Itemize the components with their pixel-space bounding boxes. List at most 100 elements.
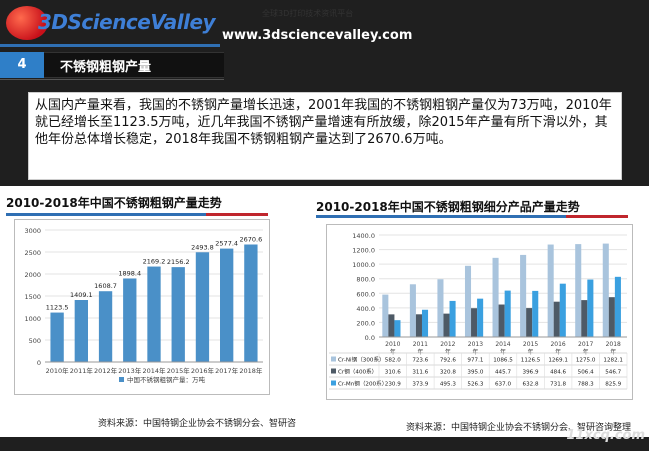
chart2-ytick-label: 800.0 xyxy=(356,276,375,284)
chart1-bar xyxy=(123,278,137,362)
chart1-value-label: 2156.2 xyxy=(167,258,190,266)
chart2-svg: 0.0 200.0 400.0 600.0 800.0 1000.0 1200.0 1400.… xyxy=(329,232,628,390)
chart2-ytick-label: 0.0 xyxy=(365,334,375,342)
chart1-xtick-label: 2013年 xyxy=(118,366,142,375)
chart2-xtick-label: 年 xyxy=(472,348,478,356)
chart1-xtick-label: 2011年 xyxy=(70,366,94,375)
chart2-bar xyxy=(477,298,484,337)
chart2-xtick-label: 2016 xyxy=(550,341,565,348)
chart1-ytick-label: 3000 xyxy=(24,227,41,235)
section-underline xyxy=(0,79,224,80)
chart2-xtick-label: 年 xyxy=(445,348,451,356)
chart2-table-cell: 582.0 xyxy=(385,358,401,364)
chart2-title-bar-blue xyxy=(316,215,566,218)
chart1-ytick-label: 2500 xyxy=(24,249,41,257)
chart2-ytick-label: 1000.0 xyxy=(352,261,375,269)
chart2-table-cell: 792.6 xyxy=(440,358,456,364)
chart1-ytick-label: 500 xyxy=(29,337,41,345)
chart2-table-cell: 526.3 xyxy=(467,382,483,388)
chart2-bar xyxy=(437,279,444,337)
site-url[interactable]: www.3dsciencevalley.com xyxy=(222,28,413,43)
chart2-bar xyxy=(471,308,478,337)
chart1-box: 0 500 1000 1500 2000 2500 3000 1123.5 2010年 1409.… xyxy=(14,219,270,395)
chart2-series-name: Cr钢（400系） xyxy=(338,368,377,376)
chart2-table-cell: 396.9 xyxy=(523,370,539,376)
source-right: 资料来源：中国特钢企业协会不锈钢分会、智研咨询整理 xyxy=(406,423,632,433)
chart2-bar xyxy=(614,276,621,337)
chart2-bar xyxy=(443,313,450,337)
chart2-bar xyxy=(492,257,499,337)
chart2-xtick-label: 年 xyxy=(417,348,423,356)
intro-paragraph: 从国内产量来看，我国的不锈钢产量增长迅速，2001年我国的不锈钢粗钢产量仅为73… xyxy=(28,92,622,180)
chart2-xtick-label: 2012 xyxy=(440,341,455,348)
chart1-ytick-label: 1500 xyxy=(24,293,41,301)
chart2-xtick-label: 2010 xyxy=(385,341,400,348)
chart2-bar xyxy=(421,309,429,337)
chart1-value-label: 2493.8 xyxy=(191,243,214,251)
chart2-bar xyxy=(547,244,554,337)
chart1-title: 2010-2018年中国不锈钢粗钢产量走势 xyxy=(6,196,222,210)
chart2-ytick-label: 600.0 xyxy=(356,290,375,298)
logo-text: 3DScienceValley xyxy=(38,10,216,34)
chart1-bar xyxy=(147,266,161,362)
chart2-bar xyxy=(581,300,588,337)
chart2-series-name: Cr-Mn钢（200系） xyxy=(338,380,387,388)
header-faint-note: 全球3D打印技术资讯平台 xyxy=(262,9,354,18)
chart2-ytick-label: 1400.0 xyxy=(352,232,375,240)
footer-band xyxy=(0,437,649,451)
chart1-value-label: 2169.2 xyxy=(143,258,166,266)
chart1-bar xyxy=(171,267,185,362)
chart1-svg: 0 500 1000 1500 2000 2500 3000 1123.5 2010年 1409.… xyxy=(24,227,263,384)
chart2-table-cell: 977.1 xyxy=(467,358,483,364)
chart2-ytick-label: 400.0 xyxy=(356,305,375,313)
chart2-bar xyxy=(498,304,505,337)
chart2-bar xyxy=(415,314,422,337)
chart2-title: 2010-2018年中国不锈钢粗钢细分产品产量走势 xyxy=(316,200,580,214)
chart1-xtick-label: 2016年 xyxy=(191,366,215,375)
chart2-title-bar-red xyxy=(566,215,628,218)
chart2-bar xyxy=(394,320,401,337)
chart2-table-cell: 506.4 xyxy=(578,370,594,376)
chart2-table-cell: 373.9 xyxy=(412,382,428,388)
chart2-xtick-label: 年 xyxy=(583,348,589,356)
chart2-table-cell: 484.6 xyxy=(550,370,566,376)
chart2-xtick-label: 2017 xyxy=(578,341,593,348)
chart2-table-cell: 1126.5 xyxy=(521,358,541,364)
chart2-ytick-label: 200.0 xyxy=(356,319,375,327)
chart2-table-cell: 632.8 xyxy=(523,382,539,388)
section-title-bar xyxy=(44,52,224,78)
chart2-legend-swatch xyxy=(331,356,336,362)
chart2-table-cell: 495.3 xyxy=(440,382,456,388)
chart2-bar xyxy=(587,279,594,337)
logo[interactable]: 3DScienceValley xyxy=(4,4,216,44)
chart1-bar xyxy=(244,244,258,362)
chart2-xtick-label: 年 xyxy=(500,348,506,356)
chart2-xtick-label: 2015 xyxy=(523,341,538,348)
chart2-bar xyxy=(532,290,539,337)
chart2-table-cell: 310.6 xyxy=(385,370,401,376)
chart2-bar xyxy=(504,290,511,337)
chart1-title-bar-red xyxy=(206,213,268,216)
chart2-table-cell: 788.3 xyxy=(578,382,594,388)
chart2-table-cell: 311.6 xyxy=(412,370,428,376)
logo-3d-icon xyxy=(6,6,48,40)
chart1-xtick-label: 2014年 xyxy=(142,366,166,375)
chart2-bar xyxy=(409,284,416,337)
chart2-bar xyxy=(382,294,389,337)
chart1-value-label: 1409.1 xyxy=(70,291,93,299)
chart2-xtick-label: 2011 xyxy=(413,341,428,348)
chart2-table-cell: 445.7 xyxy=(495,370,511,376)
chart2-xtick-label: 年 xyxy=(610,348,616,356)
chart1-value-label: 2577.4 xyxy=(215,240,238,248)
chart2-table-cell: 1269.1 xyxy=(548,358,568,364)
chart1-value-label: 1608.7 xyxy=(94,282,117,290)
chart2-bar xyxy=(553,301,560,337)
chart1-xtick-label: 2018年 xyxy=(239,366,263,375)
chart2-bar xyxy=(608,297,615,337)
chart2-bar xyxy=(388,314,395,337)
chart1-bar xyxy=(98,291,113,362)
chart2-box: 0.0 200.0 400.0 600.0 800.0 1000.0 1200.0 1400.… xyxy=(326,224,633,400)
chart1-ytick-label: 1000 xyxy=(24,315,41,323)
section-title: 不锈钢粗钢产量 xyxy=(60,60,152,75)
chart2-xtick-label: 2013 xyxy=(468,341,483,348)
